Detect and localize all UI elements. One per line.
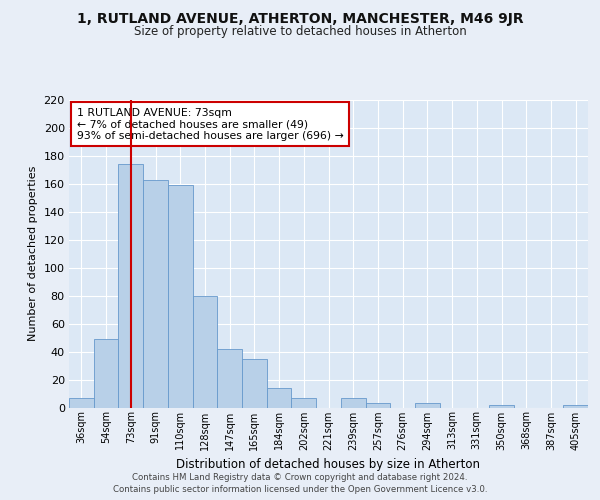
Bar bbox=[193, 296, 217, 408]
Bar bbox=[168, 186, 193, 408]
X-axis label: Distribution of detached houses by size in Atherton: Distribution of detached houses by size … bbox=[176, 458, 481, 471]
Text: 1 RUTLAND AVENUE: 73sqm
← 7% of detached houses are smaller (49)
93% of semi-det: 1 RUTLAND AVENUE: 73sqm ← 7% of detached… bbox=[77, 108, 344, 141]
Y-axis label: Number of detached properties: Number of detached properties bbox=[28, 166, 38, 342]
Bar bbox=[563, 404, 588, 407]
Bar bbox=[489, 404, 514, 407]
Bar bbox=[365, 404, 390, 407]
Bar bbox=[143, 180, 168, 408]
Text: Contains public sector information licensed under the Open Government Licence v3: Contains public sector information licen… bbox=[113, 485, 487, 494]
Bar bbox=[341, 398, 365, 407]
Text: Size of property relative to detached houses in Atherton: Size of property relative to detached ho… bbox=[134, 25, 466, 38]
Bar bbox=[94, 339, 118, 407]
Bar bbox=[217, 349, 242, 408]
Bar bbox=[292, 398, 316, 407]
Bar bbox=[69, 398, 94, 407]
Text: 1, RUTLAND AVENUE, ATHERTON, MANCHESTER, M46 9JR: 1, RUTLAND AVENUE, ATHERTON, MANCHESTER,… bbox=[77, 12, 523, 26]
Bar bbox=[415, 404, 440, 407]
Bar bbox=[242, 358, 267, 408]
Text: Contains HM Land Registry data © Crown copyright and database right 2024.: Contains HM Land Registry data © Crown c… bbox=[132, 472, 468, 482]
Bar bbox=[118, 164, 143, 408]
Bar bbox=[267, 388, 292, 407]
